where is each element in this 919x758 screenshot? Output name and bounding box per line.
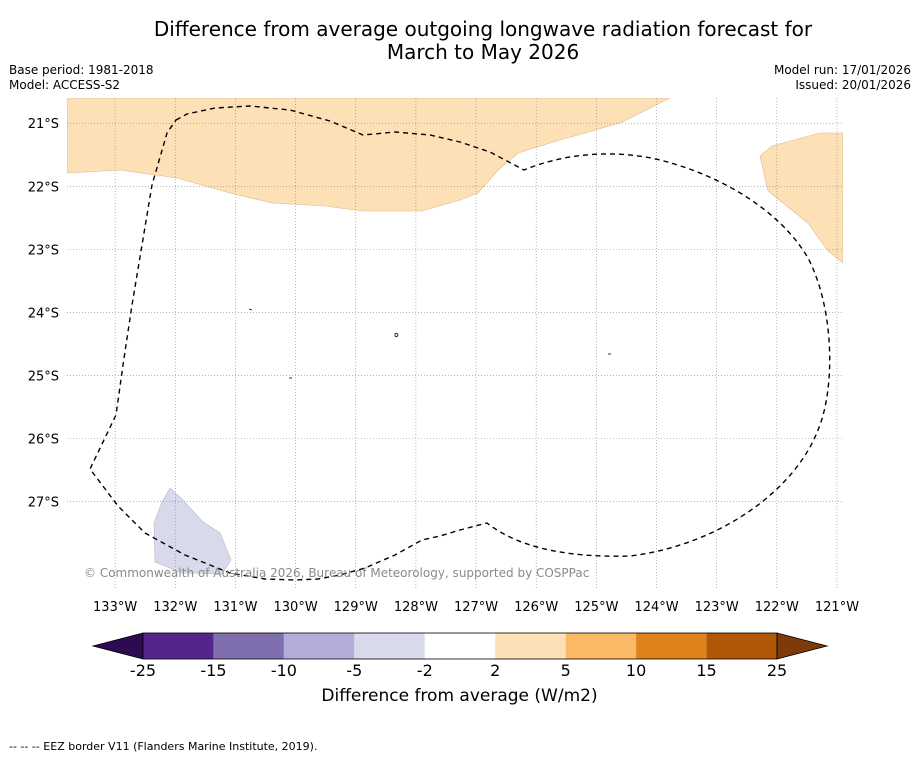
colorbar-segment <box>354 633 425 659</box>
colorbar-segment <box>565 633 637 659</box>
meta-right: Model run: 17/01/2026 Issued: 20/01/2026 <box>774 63 911 93</box>
colorbar-tick-label: 2 <box>490 661 500 680</box>
negative-anomaly-region <box>153 487 232 575</box>
colorbar-segment <box>143 633 214 659</box>
graticule <box>67 98 843 590</box>
longitude-label: 128°W <box>394 600 438 615</box>
longitude-label: 132°W <box>153 600 197 615</box>
base-period: Base period: 1981-2018 <box>9 63 154 77</box>
latitude-label: 27°S <box>28 496 59 511</box>
longitude-label: 124°W <box>634 600 678 615</box>
colorbar-segment <box>636 633 707 659</box>
meta-left: Base period: 1981-2018 Model: ACCESS-S2 <box>9 63 154 93</box>
colorbar-tick-label: -10 <box>271 661 297 680</box>
map-title: Difference from average outgoing longwav… <box>0 18 919 64</box>
latitude-label: 21°S <box>28 117 59 132</box>
latitude-label: 23°S <box>28 243 59 258</box>
colorbar-extend-low <box>91 632 144 660</box>
eez-border <box>89 105 831 581</box>
latitude-label: 26°S <box>28 433 59 448</box>
longitude-label: 123°W <box>695 600 739 615</box>
map-plot-area <box>67 98 843 590</box>
longitude-label: 121°W <box>815 600 859 615</box>
colorbar: -25 -15 -10 -5 -2 2 5 10 15 25 <box>91 632 829 680</box>
latitude-labels: 21°S 22°S 23°S 24°S 25°S 26°S 27°S <box>28 117 59 510</box>
colorbar-tick-label: 10 <box>626 661 646 680</box>
colorbar-tick-label: 15 <box>696 661 716 680</box>
issued-date: Issued: 20/01/2026 <box>795 78 911 92</box>
longitude-label: 125°W <box>574 600 618 615</box>
longitude-label: 129°W <box>334 600 378 615</box>
positive-anomaly-region-north <box>67 98 671 212</box>
colorbar-tick-label: 5 <box>561 661 571 680</box>
colorbar-segment <box>213 633 284 659</box>
latitude-label: 22°S <box>28 180 59 195</box>
longitude-label: 127°W <box>454 600 498 615</box>
longitude-label: 131°W <box>213 600 257 615</box>
longitude-label: 122°W <box>755 600 799 615</box>
colorbar-extend-high <box>776 632 829 660</box>
longitude-label: 130°W <box>274 600 318 615</box>
colorbar-tick-label: -15 <box>200 661 226 680</box>
longitude-labels: 133°W 132°W 131°W 130°W 129°W 128°W 127°W 126°W… <box>93 600 859 615</box>
colorbar-segment <box>424 633 496 659</box>
longitude-label: 133°W <box>93 600 137 615</box>
longitude-label: 126°W <box>514 600 558 615</box>
colorbar-segment <box>283 633 355 659</box>
contour-blip-2 <box>394 332 399 338</box>
colorbar-label: Difference from average (W/m2) <box>321 686 598 706</box>
model-name: Model: ACCESS-S2 <box>9 78 121 92</box>
copyright-notice: © Commonwealth of Australia 2026, Bureau… <box>84 566 589 580</box>
model-run: Model run: 17/01/2026 <box>773 63 911 77</box>
contour-blip-1 <box>248 308 253 311</box>
footer-note: -- -- -- EEZ border V11 (Flanders Marine… <box>9 740 318 753</box>
title-line-1: Difference from average outgoing longwav… <box>153 17 813 41</box>
colorbar-tick-label: -2 <box>417 661 433 680</box>
colorbar-outline <box>142 632 778 660</box>
colorbar-segment <box>706 633 777 659</box>
colorbar-tick-label: -25 <box>130 661 156 680</box>
colorbar-tick-label: 25 <box>767 661 787 680</box>
title-line-2: March to May 2026 <box>386 40 580 64</box>
latitude-label: 24°S <box>28 306 59 321</box>
colorbar-segment <box>495 633 566 659</box>
colorbar-tick-label: -5 <box>346 661 362 680</box>
positive-anomaly-region-east <box>759 132 843 264</box>
latitude-label: 25°S <box>28 370 59 385</box>
